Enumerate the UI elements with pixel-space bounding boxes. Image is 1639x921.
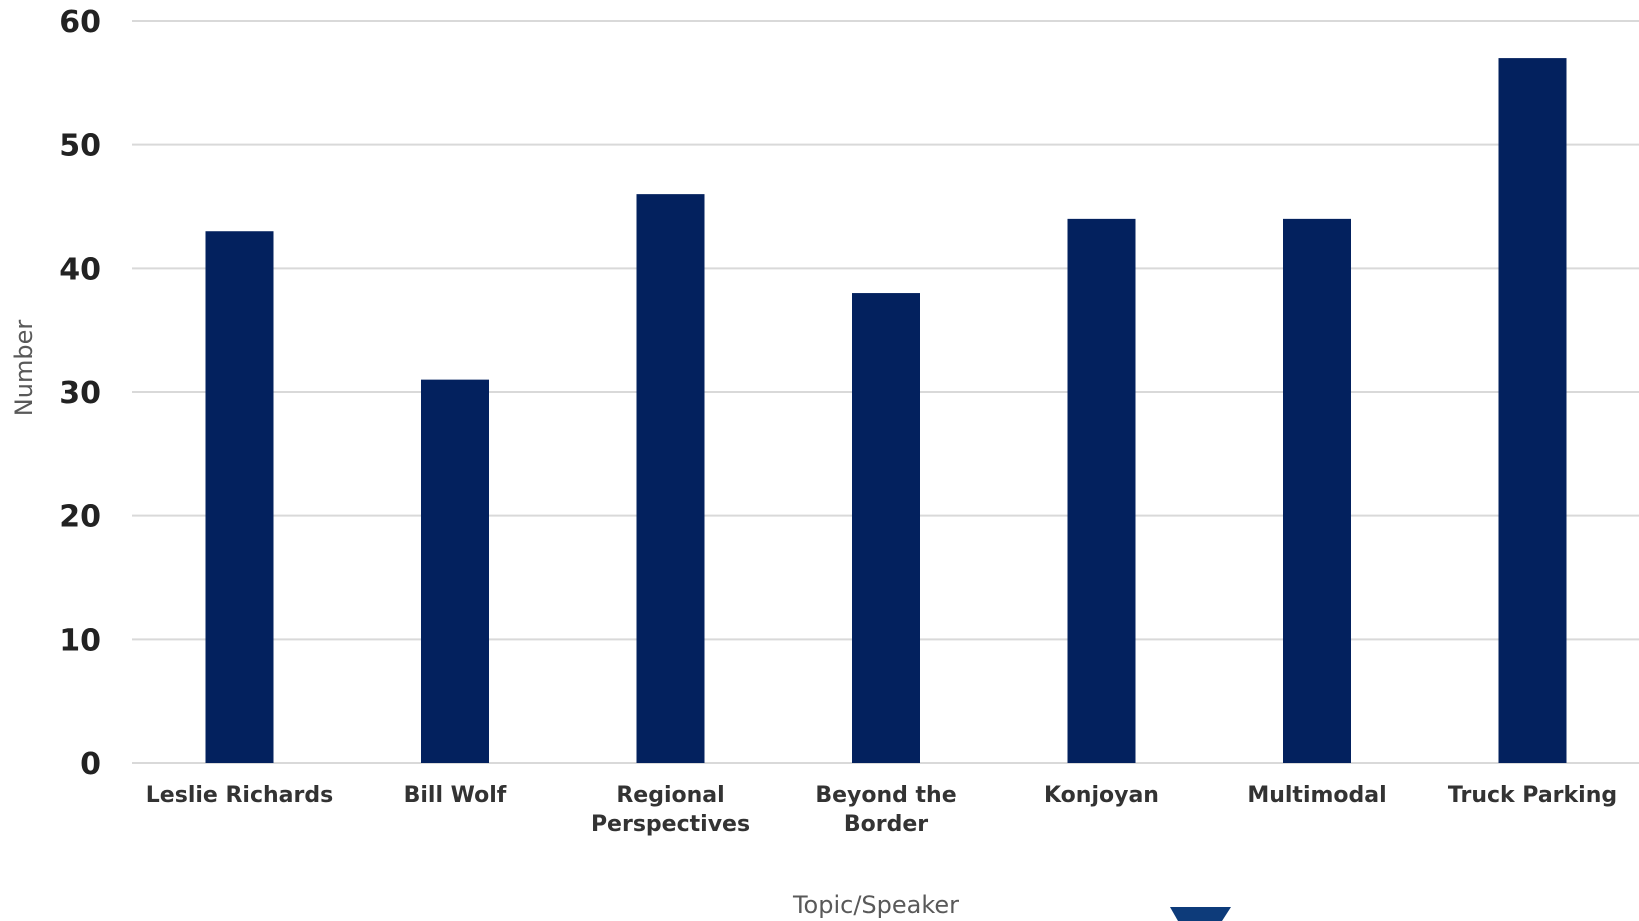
x-tick-label: Bill Wolf	[404, 783, 507, 808]
y-tick-label: 20	[59, 500, 101, 535]
x-tick-label: Truck Parking	[1448, 783, 1617, 808]
x-tick-label: Beyond the Border	[815, 783, 956, 837]
bar	[421, 379, 489, 763]
y-tick-label: 10	[59, 623, 101, 658]
x-tick-label: Leslie Richards	[146, 783, 333, 808]
bar	[1067, 218, 1136, 763]
x-axis-title: Topic/Speaker	[792, 891, 959, 919]
y-tick-label: 60	[59, 5, 101, 40]
bars	[205, 58, 1567, 764]
y-tick-label: 50	[59, 129, 101, 164]
bar	[205, 231, 274, 763]
y-axis-ticks: 0 10 20 30 40 50 60	[59, 5, 101, 782]
x-tick-label: Konjoyan	[1044, 783, 1159, 808]
x-axis-ticks: Leslie Richards Bill Wolf Regional Perspect…	[146, 783, 1617, 837]
y-tick-label: 0	[80, 747, 101, 782]
x-tick-label: Multimodal	[1247, 783, 1386, 808]
bar	[1498, 58, 1567, 764]
y-tick-label: 40	[59, 252, 101, 287]
bar	[852, 293, 920, 763]
bar	[636, 194, 705, 764]
x-tick-label: Regional Perspectives	[591, 783, 750, 837]
shield-logo-icon	[1170, 907, 1231, 921]
y-tick-label: 30	[59, 376, 101, 411]
bar	[1283, 218, 1351, 763]
y-axis-title: Number	[10, 320, 38, 417]
